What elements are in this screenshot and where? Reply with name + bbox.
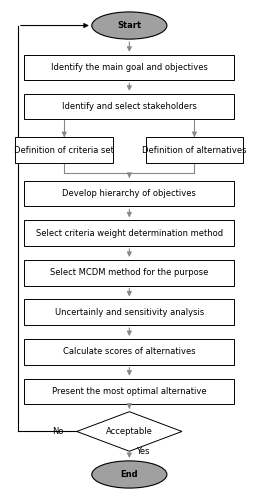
Text: Develop hierarchy of objectives: Develop hierarchy of objectives [62, 189, 196, 198]
Text: No: No [52, 427, 64, 436]
Bar [24, 260, 234, 285]
Polygon shape [77, 412, 182, 451]
Bar [24, 339, 234, 364]
Text: Identify and select stakeholders: Identify and select stakeholders [62, 102, 197, 111]
Ellipse shape [92, 461, 167, 488]
Text: Identify the main goal and objectives: Identify the main goal and objectives [51, 63, 208, 72]
Text: Start: Start [117, 21, 141, 30]
Bar [15, 138, 113, 163]
Bar [24, 300, 234, 325]
Text: Uncertainly and sensitivity analysis: Uncertainly and sensitivity analysis [55, 308, 204, 317]
Text: Yes: Yes [136, 446, 150, 456]
Text: End: End [121, 470, 138, 479]
Text: Select MCDM method for the purpose: Select MCDM method for the purpose [50, 268, 209, 277]
Bar [24, 220, 234, 246]
Bar [24, 54, 234, 80]
Bar [24, 94, 234, 120]
Text: Select criteria weight determination method: Select criteria weight determination met… [36, 228, 223, 237]
Bar [146, 138, 243, 163]
Ellipse shape [92, 12, 167, 39]
Bar [24, 378, 234, 404]
Bar [24, 181, 234, 206]
Text: Acceptable: Acceptable [106, 427, 153, 436]
Text: Definition of alternatives: Definition of alternatives [142, 146, 247, 154]
Text: Definition of criteria set: Definition of criteria set [14, 146, 114, 154]
Text: Calculate scores of alternatives: Calculate scores of alternatives [63, 348, 196, 356]
Text: Present the most optimal alternative: Present the most optimal alternative [52, 387, 207, 396]
